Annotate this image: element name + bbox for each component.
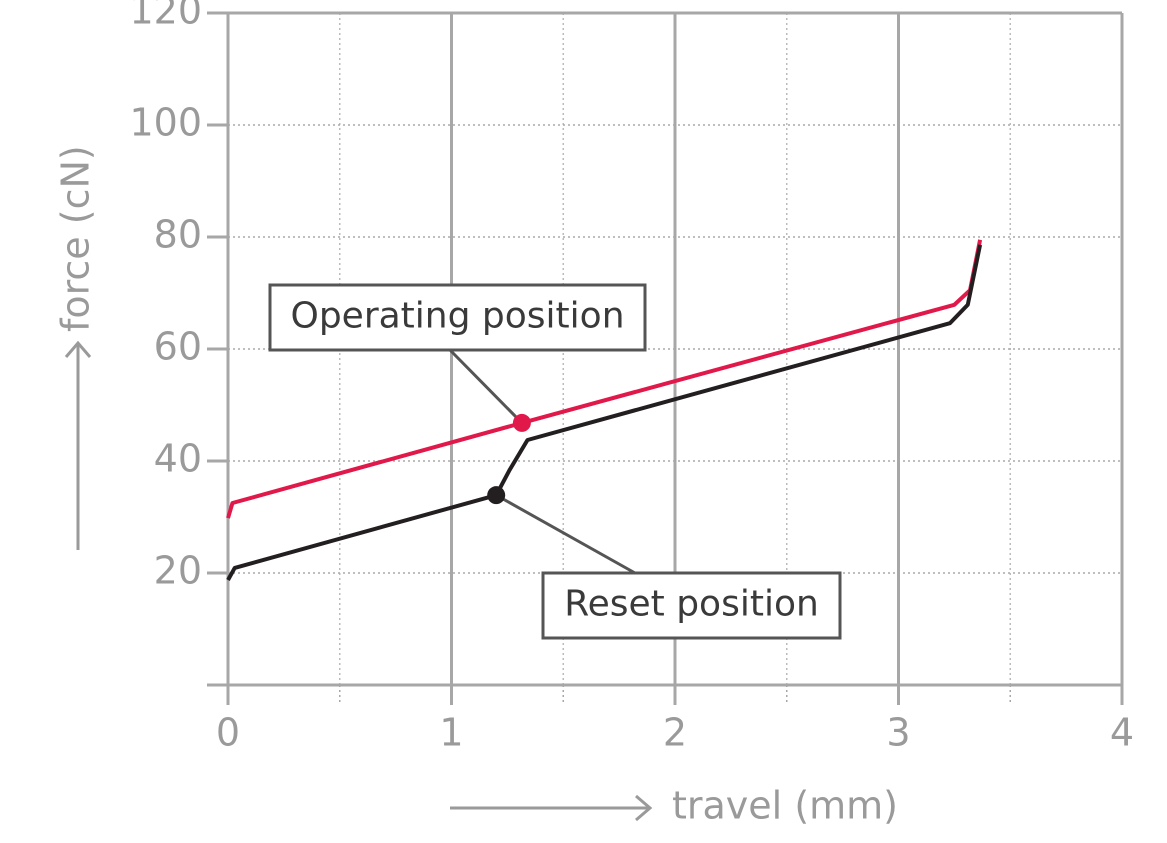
annotation-label: Reset position	[564, 584, 819, 625]
y-tick-label: 60	[154, 325, 202, 369]
x-axis-label: travel (mm)	[672, 784, 898, 828]
annotation-label: Operating position	[290, 296, 624, 337]
series-line	[226, 239, 983, 519]
annotation-leader	[448, 348, 523, 424]
y-tick-label: 120	[129, 0, 202, 33]
x-tick-label: 4	[1110, 711, 1134, 755]
x-tick-label: 1	[439, 711, 463, 755]
series-line	[226, 244, 983, 581]
annotation-marker	[512, 413, 531, 432]
y-tick-label: 20	[154, 549, 202, 593]
annotation-box	[541, 571, 842, 640]
annotation-leader	[495, 493, 636, 575]
x-tick-label: 2	[663, 711, 687, 755]
x-tick-label: 0	[216, 711, 240, 755]
annotation-marker	[487, 486, 506, 505]
y-tick-label: 100	[129, 101, 202, 145]
y-tick-label: 80	[154, 213, 202, 257]
y-tick-label: 40	[154, 437, 202, 481]
x-tick-label: 3	[886, 711, 910, 755]
y-axis-label: force (cN)	[54, 145, 98, 332]
axis-arrows	[64, 340, 653, 822]
annotation-box	[268, 283, 647, 352]
